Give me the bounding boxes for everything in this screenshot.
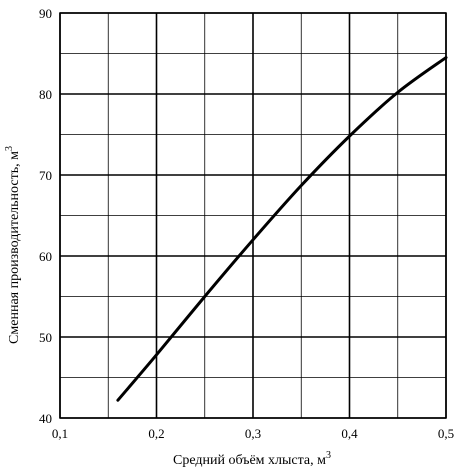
x-tick-label: 0,2 [148,426,164,441]
y-tick-label: 60 [39,249,52,264]
x-tick-label: 0,5 [438,426,454,441]
y-tick-label: 40 [39,411,52,426]
x-tick-label: 0,3 [245,426,261,441]
series-line [116,56,448,402]
y-tick-labels: 40 50 60 70 80 90 [39,6,52,426]
grid [59,12,447,419]
x-tick-labels: 0,1 0,2 0,3 0,4 0,5 [52,426,454,441]
y-tick-label: 90 [39,6,52,21]
x-tick-label: 0,4 [341,426,358,441]
y-tick-label: 70 [39,168,52,183]
series-layer [116,56,448,402]
y-axis-title: Сменная производительность, м3 [4,146,22,344]
y-tick-label: 80 [39,87,52,102]
y-tick-label: 50 [39,330,52,345]
plot-frame [59,12,447,419]
x-tick-label: 0,1 [52,426,68,441]
x-axis-title: Средний объём хлыста, м3 [173,450,331,468]
